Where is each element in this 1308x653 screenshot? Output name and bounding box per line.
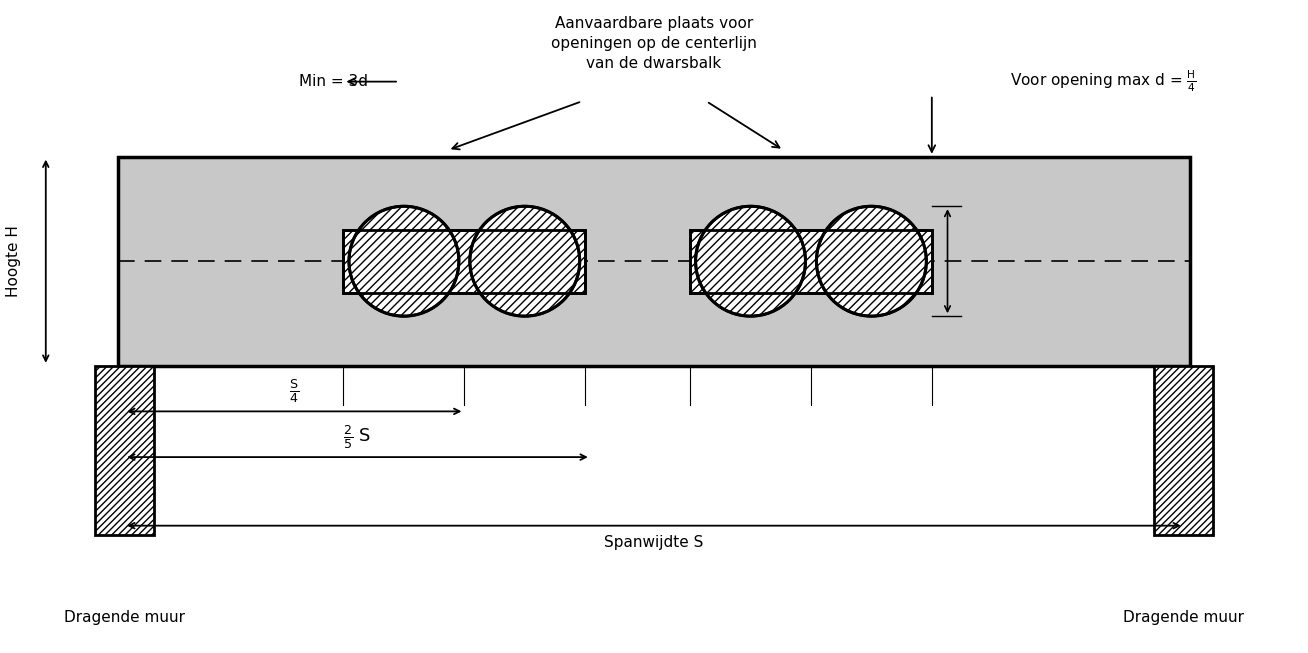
Bar: [1155, 366, 1214, 535]
Text: Hoogte H: Hoogte H: [5, 225, 21, 297]
Bar: [344, 230, 585, 293]
Bar: [691, 230, 931, 293]
Bar: [344, 230, 585, 293]
Ellipse shape: [349, 206, 459, 316]
Ellipse shape: [816, 206, 926, 316]
Text: Dragende muur: Dragende muur: [64, 610, 184, 624]
Ellipse shape: [816, 206, 926, 316]
Text: Aanvaardbare plaats voor
openingen op de centerlijn
van de dwarsbalk: Aanvaardbare plaats voor openingen op de…: [551, 16, 757, 71]
Bar: [118, 157, 1190, 366]
Ellipse shape: [349, 206, 459, 316]
Bar: [344, 230, 585, 293]
Bar: [691, 230, 931, 293]
Text: $\mathregular{\frac{2}{5}}$ S: $\mathregular{\frac{2}{5}}$ S: [343, 422, 371, 451]
Ellipse shape: [470, 206, 579, 316]
Bar: [95, 366, 154, 535]
Text: Min = 3d: Min = 3d: [300, 74, 368, 89]
Text: Voor opening max d = $\mathregular{\frac{H}{4}}$: Voor opening max d = $\mathregular{\frac…: [1010, 69, 1197, 95]
Text: Spanwijdte S: Spanwijdte S: [604, 535, 704, 550]
Text: Dragende muur: Dragende muur: [1124, 610, 1244, 624]
Ellipse shape: [696, 206, 806, 316]
Ellipse shape: [470, 206, 579, 316]
Ellipse shape: [696, 206, 806, 316]
Bar: [691, 230, 931, 293]
Text: $\mathregular{\frac{S}{4}}$: $\mathregular{\frac{S}{4}}$: [289, 377, 300, 405]
